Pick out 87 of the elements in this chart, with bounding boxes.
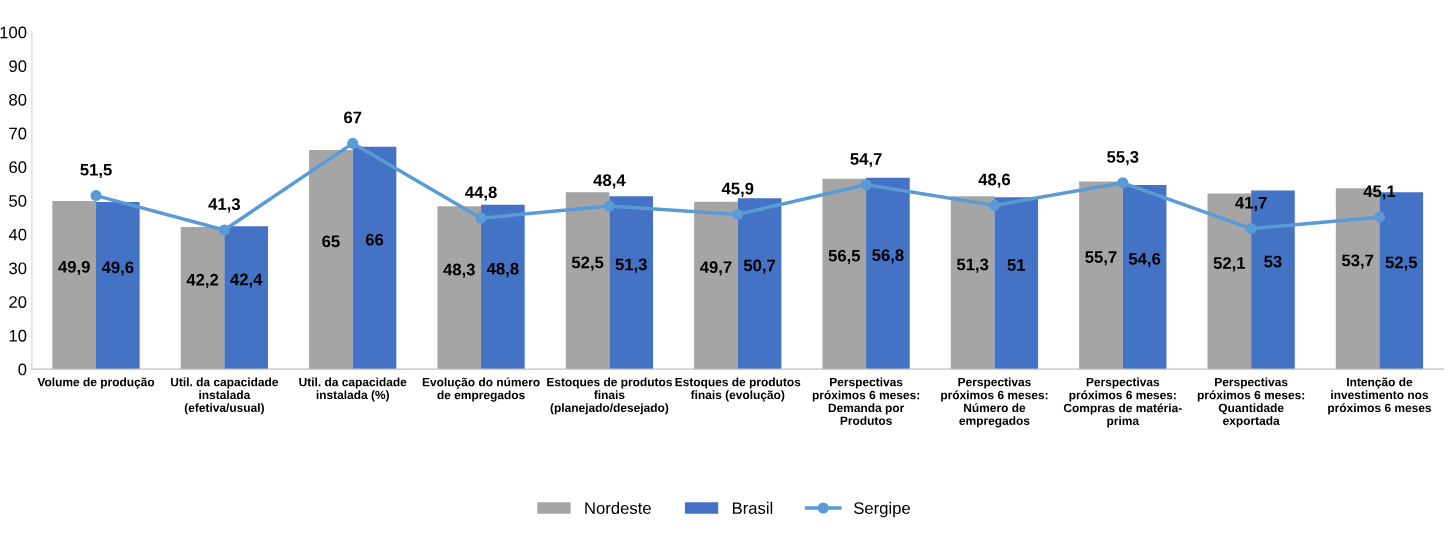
data-label: 41,3: [208, 198, 240, 213]
y-tick-label: 80: [9, 93, 27, 106]
bar: [52, 200, 97, 370]
y-tick-label: 10: [9, 329, 27, 342]
bar: [437, 206, 482, 370]
bar: [950, 196, 995, 370]
data-label: 53: [1264, 255, 1282, 268]
data-label: 56,5: [828, 249, 861, 264]
data-label: 53,7: [1341, 254, 1374, 269]
data-label: 65: [322, 235, 340, 248]
legend-label: Nordeste: [585, 501, 651, 515]
bar: [609, 196, 654, 370]
data-label: 54,7: [850, 153, 882, 168]
data-label: 49,7: [699, 261, 732, 276]
data-label: 41,7: [1235, 197, 1267, 212]
y-tick-label: 0: [18, 363, 27, 376]
data-label: 51: [1007, 259, 1026, 271]
data-label: 66: [365, 233, 384, 246]
bar: [96, 201, 140, 370]
bar: [994, 197, 1039, 370]
data-label: 48,3: [443, 263, 475, 278]
data-label: 55,7: [1085, 251, 1117, 266]
point: [988, 199, 1001, 211]
legend-label: Brasil: [732, 501, 773, 515]
data-label: 49,6: [101, 261, 134, 276]
x-tick-label: Volume de produção: [37, 377, 155, 389]
data-label: 45,1: [1363, 185, 1396, 200]
data-label: 56,8: [872, 249, 904, 264]
x-tick-label: Perspectivas próximos 6 meses: Demanda por Produtos: [812, 377, 920, 425]
point: [90, 190, 102, 202]
y-tick-label: 50: [9, 195, 27, 207]
point: [218, 224, 230, 236]
y-tick-label: 60: [9, 161, 27, 174]
y-tick-label: 90: [9, 60, 27, 73]
data-label: 45,9: [721, 182, 754, 197]
point: [347, 137, 359, 149]
data-label: 42,4: [230, 273, 263, 288]
bar: [180, 226, 225, 370]
point: [860, 179, 872, 191]
data-label: 48,4: [593, 174, 626, 189]
point: [603, 200, 615, 212]
x-tick-label: Estoques de produtos finais (planejado/desejado): [547, 377, 672, 415]
x-tick-label: Evolução do número de empregados: [422, 377, 540, 402]
data-label: 51,3: [956, 258, 989, 273]
data-label: 52,5: [571, 256, 604, 271]
y-tick-label: 40: [8, 228, 27, 241]
bar: [737, 198, 782, 370]
y-tick-label: 30: [9, 262, 27, 275]
data-label: 67: [344, 111, 362, 124]
data-label: 54,6: [1128, 252, 1161, 268]
data-label: 55,3: [1107, 151, 1139, 166]
data-label: 48,6: [978, 173, 1011, 188]
point: [1373, 211, 1386, 223]
data-label: 49,9: [58, 260, 90, 276]
x-tick-label: Perspectivas próximos 6 meses: Compras de matéria- prima: [1063, 377, 1182, 428]
bar: [309, 150, 353, 370]
data-label: 52,1: [1213, 257, 1246, 272]
data-label: 44,8: [465, 186, 497, 201]
bar: [694, 201, 738, 370]
y-tick-label: 70: [9, 127, 27, 140]
data-label: 42,2: [186, 273, 219, 289]
data-label: 51,5: [80, 163, 112, 179]
data-label: 48,8: [486, 262, 519, 277]
x-tick-label: Intenção de investimento nos próximos 6 meses: [1328, 377, 1432, 415]
bar: [866, 177, 910, 370]
bar: [1122, 185, 1167, 370]
x-tick-label: Estoques de produtos finais (evolução): [675, 377, 801, 402]
x-tick-label: Perspectivas próximos 6 meses: Número de empregados: [941, 377, 1048, 428]
bar: [1079, 181, 1123, 370]
legend-label: Sergipe: [854, 501, 910, 518]
bar: [565, 192, 610, 370]
data-label: 50,7: [743, 259, 776, 274]
point: [1245, 223, 1257, 235]
data-label: 51,3: [615, 258, 647, 273]
x-tick-label: Util. da capacidade instalada (efetiva/usual): [171, 377, 279, 415]
bar: [352, 146, 397, 370]
bar: [224, 226, 269, 370]
x-tick-label: Perspectivas próximos 6 meses: Quantidade exportada: [1197, 377, 1305, 428]
data-label: 52,5: [1385, 256, 1418, 271]
bar: [822, 178, 867, 370]
bar: [481, 204, 525, 370]
point: [732, 208, 744, 221]
point: [475, 212, 487, 224]
x-tick-label: Util. da capacidade instalada (%): [299, 377, 407, 402]
point: [1117, 177, 1129, 189]
y-tick-label: 20: [9, 296, 27, 308]
y-tick-label: 100: [0, 26, 27, 39]
